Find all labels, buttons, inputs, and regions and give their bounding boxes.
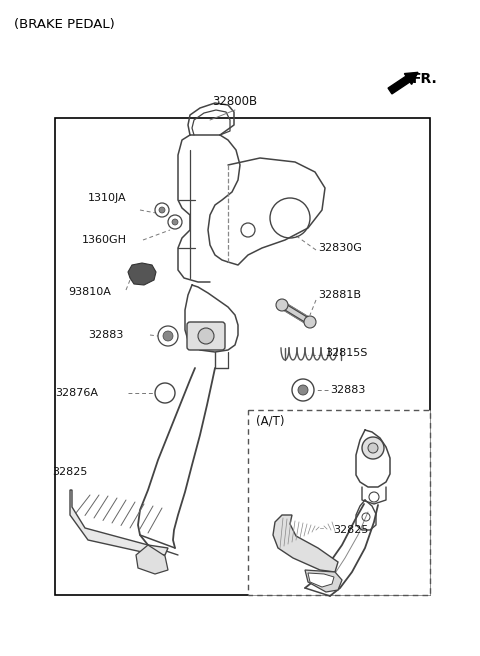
Circle shape <box>155 203 169 217</box>
Text: (A/T): (A/T) <box>256 414 285 427</box>
Bar <box>248 410 430 595</box>
Polygon shape <box>128 263 156 285</box>
Text: 32883: 32883 <box>88 330 123 340</box>
Circle shape <box>198 328 214 344</box>
Circle shape <box>168 215 182 229</box>
Text: 32825: 32825 <box>52 467 87 477</box>
Circle shape <box>155 383 175 403</box>
Text: 32825: 32825 <box>333 525 368 535</box>
Text: 32881B: 32881B <box>318 290 361 300</box>
Text: 32883: 32883 <box>330 385 365 395</box>
Polygon shape <box>308 573 334 587</box>
FancyBboxPatch shape <box>187 322 225 350</box>
Text: 32800B: 32800B <box>213 95 258 108</box>
Text: 32876A: 32876A <box>55 388 98 398</box>
Bar <box>55 118 430 595</box>
Text: 32815S: 32815S <box>325 348 367 358</box>
Circle shape <box>158 326 178 346</box>
Polygon shape <box>70 490 168 555</box>
Text: 32830G: 32830G <box>318 243 362 253</box>
Text: 1360GH: 1360GH <box>82 235 127 245</box>
Circle shape <box>362 437 384 459</box>
Polygon shape <box>305 570 342 592</box>
Circle shape <box>276 299 288 311</box>
Polygon shape <box>279 300 313 327</box>
Text: 93810A: 93810A <box>68 287 111 297</box>
FancyArrow shape <box>388 72 418 94</box>
Circle shape <box>172 219 178 225</box>
Polygon shape <box>273 515 338 572</box>
Circle shape <box>304 316 316 328</box>
Text: (BRAKE PEDAL): (BRAKE PEDAL) <box>14 18 115 31</box>
Text: 1310JA: 1310JA <box>88 193 127 203</box>
Circle shape <box>163 331 173 341</box>
Text: FR.: FR. <box>412 72 438 86</box>
Polygon shape <box>136 545 168 574</box>
Circle shape <box>292 379 314 401</box>
Circle shape <box>298 385 308 395</box>
Circle shape <box>159 207 165 213</box>
Circle shape <box>368 443 378 453</box>
